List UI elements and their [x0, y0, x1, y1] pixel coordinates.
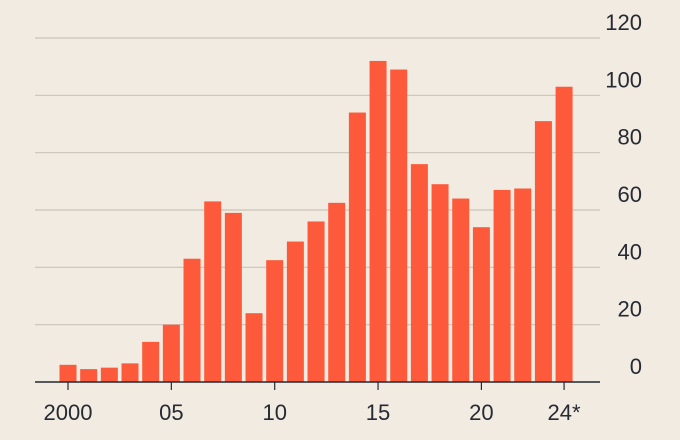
x-tick-label: 15 — [366, 400, 390, 425]
y-tick-label: 0 — [630, 354, 642, 379]
bar — [162, 324, 180, 382]
bar — [121, 363, 139, 382]
bar — [59, 364, 77, 382]
bar — [534, 121, 552, 382]
x-tick-label: 2000 — [44, 400, 93, 425]
bar — [80, 369, 98, 382]
bar — [390, 69, 408, 383]
y-tick-label: 40 — [618, 239, 642, 264]
bar — [472, 227, 490, 382]
bar — [431, 184, 449, 382]
bar — [328, 202, 346, 382]
bar — [493, 189, 511, 382]
bar — [183, 258, 201, 382]
bar — [555, 86, 573, 382]
bar — [224, 212, 242, 382]
bar — [286, 241, 304, 382]
bar — [369, 60, 387, 382]
bar — [452, 198, 470, 382]
y-tick-label: 60 — [618, 182, 642, 207]
bar — [266, 260, 284, 382]
y-tick-label: 20 — [618, 297, 642, 322]
bar — [307, 221, 325, 382]
bar — [100, 367, 118, 382]
y-tick-label: 100 — [605, 67, 642, 92]
y-tick-label: 80 — [618, 125, 642, 150]
bar — [245, 313, 263, 382]
x-tick-label: 05 — [159, 400, 183, 425]
bar — [142, 341, 160, 382]
bar — [348, 112, 366, 383]
bar — [204, 201, 222, 382]
x-tick-label: 10 — [262, 400, 286, 425]
x-tick-label: 20 — [469, 400, 493, 425]
bar — [410, 164, 428, 382]
y-tick-label: 120 — [605, 10, 642, 35]
bar — [514, 188, 532, 382]
x-tick-label: 24* — [548, 400, 581, 425]
